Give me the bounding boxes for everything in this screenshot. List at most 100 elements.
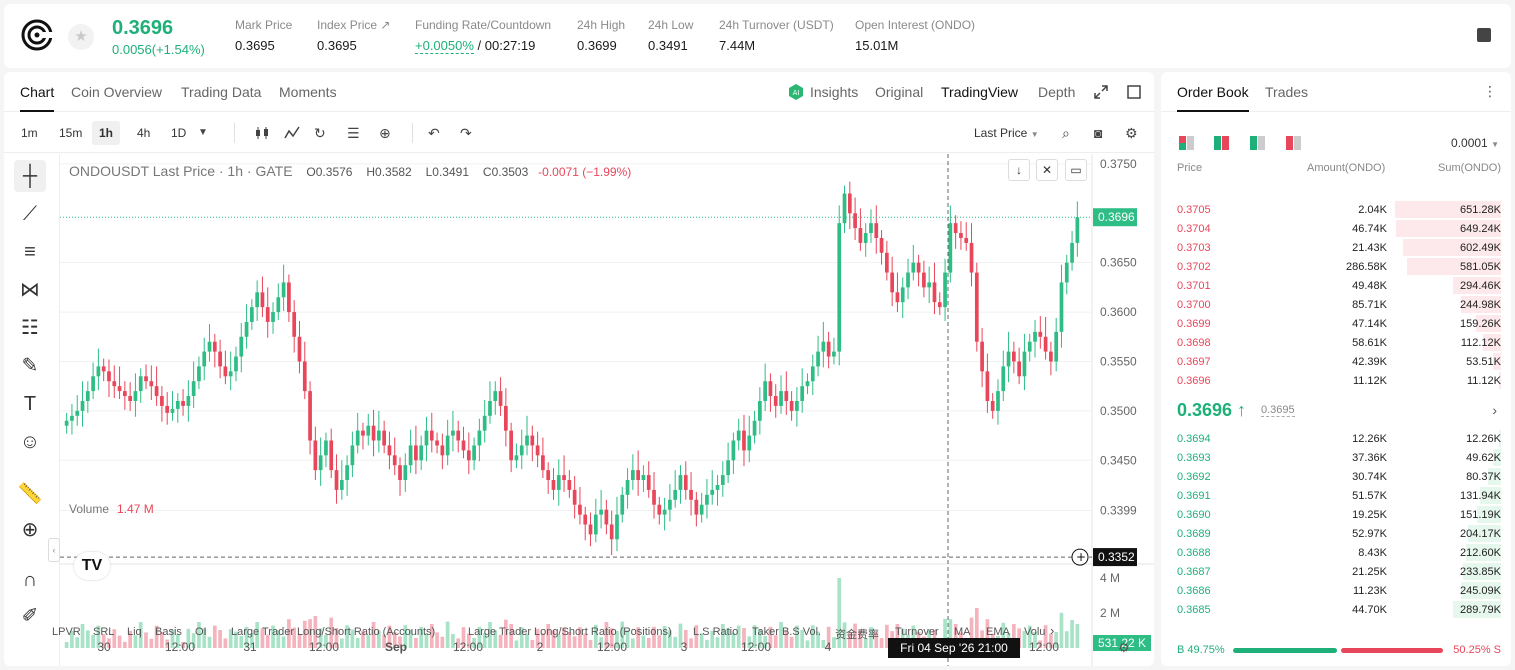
timeframe-1h[interactable]: 1h <box>92 121 121 145</box>
tab-original[interactable]: Original <box>875 84 924 100</box>
ask-row[interactable]: 0.3701 49.48K 294.46K <box>1161 276 1511 295</box>
indicator-ma[interactable]: MA <box>954 626 971 638</box>
bid-row[interactable]: 0.3688 8.43K 212.60K <box>1161 543 1511 562</box>
redo-icon[interactable]: ↷ <box>460 125 472 141</box>
candle <box>546 462 551 494</box>
bid-row[interactable]: 0.3689 52.97K 204.17K <box>1161 524 1511 543</box>
timeframe-1m[interactable]: 1m <box>21 126 38 140</box>
ask-row[interactable]: 0.3696 11.12K 11.12K <box>1161 371 1511 390</box>
camera-icon[interactable]: ◙ <box>1094 125 1103 141</box>
horizontal-lines-tool-icon[interactable]: ≡ <box>24 241 36 263</box>
precision-select[interactable]: 0.0001 ▼ <box>1451 136 1499 150</box>
tab-trading-data[interactable]: Trading Data <box>181 84 262 100</box>
indicator-basis[interactable]: Basis <box>155 626 182 638</box>
replay-icon[interactable]: ↻ <box>314 125 326 141</box>
indicator-liq[interactable]: Liq <box>127 626 142 638</box>
tab-moments[interactable]: Moments <box>279 84 337 100</box>
timeframe-1d[interactable]: 1D <box>171 126 187 140</box>
magnet-tool-icon[interactable]: ∩ <box>22 569 38 591</box>
ask-row[interactable]: 0.3699 47.14K 159.26K <box>1161 314 1511 333</box>
tab-tradingview[interactable]: TradingView <box>941 84 1019 100</box>
indicator-turnover[interactable]: Turnover <box>895 626 939 638</box>
book-mode-bids-icon[interactable] <box>1250 136 1266 150</box>
chevron-right-icon[interactable]: › <box>1050 623 1055 638</box>
tab-order-book[interactable]: Order Book <box>1177 84 1249 112</box>
ruler-tool-icon[interactable]: 📏 <box>17 483 43 505</box>
indicator-funding-rate[interactable]: 资金费率 <box>835 629 879 641</box>
pattern-tool-icon[interactable]: ⋈ <box>20 279 40 301</box>
candle <box>821 321 826 368</box>
timeframe-4h[interactable]: 4h <box>137 126 151 140</box>
bid-row[interactable]: 0.3690 19.25K 151.19K <box>1161 505 1511 524</box>
indicator-volume[interactable]: Volu <box>1024 626 1046 638</box>
indicator-ls-ratio[interactable]: L.S Ratio <box>693 626 739 638</box>
scroll-down-icon[interactable]: ↓ <box>1008 159 1030 181</box>
candle-body <box>932 282 937 303</box>
chevron-left-icon[interactable]: ‹ <box>48 538 60 562</box>
window-icon[interactable] <box>1127 85 1141 99</box>
timeframe-dropdown-icon[interactable]: ▼ <box>198 127 208 138</box>
indicator-large-trader-positions[interactable]: Large Trader Long/Short Ratio (Positions… <box>468 626 672 638</box>
favorite-star-icon[interactable]: ★ <box>68 24 94 50</box>
ask-row[interactable]: 0.3702 286.58K 581.05K <box>1161 257 1511 276</box>
gear-icon[interactable]: ⚙ <box>1125 125 1138 141</box>
fullscreen-icon[interactable]: ▭ <box>1065 159 1087 181</box>
add-alert-icon[interactable]: ⊕ <box>379 125 391 141</box>
search-icon[interactable]: ⌕ <box>1062 125 1070 141</box>
more-menu-icon[interactable]: ⋮ <box>1483 83 1497 99</box>
indicator-ema[interactable]: EMA <box>986 626 1010 638</box>
ask-price: 0.3703 <box>1177 242 1211 254</box>
stat-index-price[interactable]: Index Price ↗ 0.3695 <box>317 18 391 53</box>
crosshair-tool-icon[interactable]: ┼ <box>14 160 46 192</box>
tab-trades[interactable]: Trades <box>1265 84 1309 100</box>
candle-type-icon[interactable] <box>254 125 270 141</box>
price-source-dropdown[interactable]: Last Price ▼ <box>974 126 1039 140</box>
tab-chart[interactable]: Chart <box>20 84 55 112</box>
indicator-large-trader-accounts[interactable]: Large Trader Long/Short Ratio (Accounts) <box>231 626 436 638</box>
indicator-oi[interactable]: OI <box>195 626 207 638</box>
emoji-tool-icon[interactable]: ☺ <box>19 431 41 453</box>
tab-depth[interactable]: Depth <box>1038 84 1076 100</box>
undo-icon[interactable]: ↶ <box>428 125 440 141</box>
tab-insights[interactable]: Insights <box>810 84 859 100</box>
lock-drawing-icon[interactable]: ✐ <box>21 605 39 627</box>
ask-row[interactable]: 0.3704 46.74K 649.24K <box>1161 219 1511 238</box>
book-mode-both-icon[interactable] <box>1179 136 1195 150</box>
brush-tool-icon[interactable]: ✎ <box>21 355 39 377</box>
volume-bar <box>498 634 503 648</box>
bid-row[interactable]: 0.3687 21.25K 233.85K <box>1161 562 1511 581</box>
candle <box>149 365 154 400</box>
ask-row[interactable]: 0.3698 58.61K 112.12K <box>1161 333 1511 352</box>
indicator-lpvr[interactable]: LPVR <box>52 626 81 638</box>
text-tool-icon[interactable]: T <box>23 393 37 415</box>
bid-row[interactable]: 0.3686 11.23K 245.09K <box>1161 581 1511 600</box>
ai-insights-icon[interactable]: AI <box>788 84 804 100</box>
templates-icon[interactable]: ☰ <box>347 125 360 141</box>
collapse-icon[interactable]: ✕ <box>1036 159 1058 181</box>
bid-row[interactable]: 0.3691 51.57K 131.94K <box>1161 486 1511 505</box>
timeframe-15m[interactable]: 15m <box>59 126 83 140</box>
book-mode-split-icon[interactable] <box>1214 136 1230 150</box>
bid-row[interactable]: 0.3692 30.74K 80.37K <box>1161 467 1511 486</box>
ask-row[interactable]: 0.3705 2.04K 651.28K <box>1161 200 1511 219</box>
bid-row[interactable]: 0.3685 44.70K 289.79K <box>1161 600 1511 619</box>
volume-bar <box>435 632 439 648</box>
candle <box>847 181 852 230</box>
bid-row[interactable]: 0.3694 12.26K 12.26K <box>1161 429 1511 448</box>
expand-icon[interactable] <box>1094 85 1108 99</box>
candlestick-chart[interactable]: 0.3696 0.3352 +0.3750 0.3650 0.3600 0.3550 0.3… <box>60 154 1154 666</box>
fib-tool-icon[interactable]: ☷ <box>21 317 39 339</box>
ask-row[interactable]: 0.3700 85.71K 244.98K <box>1161 295 1511 314</box>
trendline-tool-icon[interactable]: ⟋ <box>23 203 37 225</box>
indicators-icon[interactable] <box>284 125 300 141</box>
ask-row[interactable]: 0.3703 21.43K 602.49K <box>1161 238 1511 257</box>
book-mode-asks-icon[interactable] <box>1286 136 1302 150</box>
book-icon[interactable] <box>1477 28 1491 42</box>
tab-coin-overview[interactable]: Coin Overview <box>71 84 163 100</box>
bid-row[interactable]: 0.3693 37.36K 49.62K <box>1161 448 1511 467</box>
indicator-taker-bs-vol[interactable]: Taker B.S Vol. <box>752 626 822 638</box>
indicator-srl[interactable]: SRL <box>93 626 115 638</box>
ask-row[interactable]: 0.3697 42.39K 53.51K <box>1161 352 1511 371</box>
chevron-right-icon[interactable]: › <box>1492 402 1497 418</box>
zoom-in-tool-icon[interactable]: ⊕ <box>21 519 39 541</box>
